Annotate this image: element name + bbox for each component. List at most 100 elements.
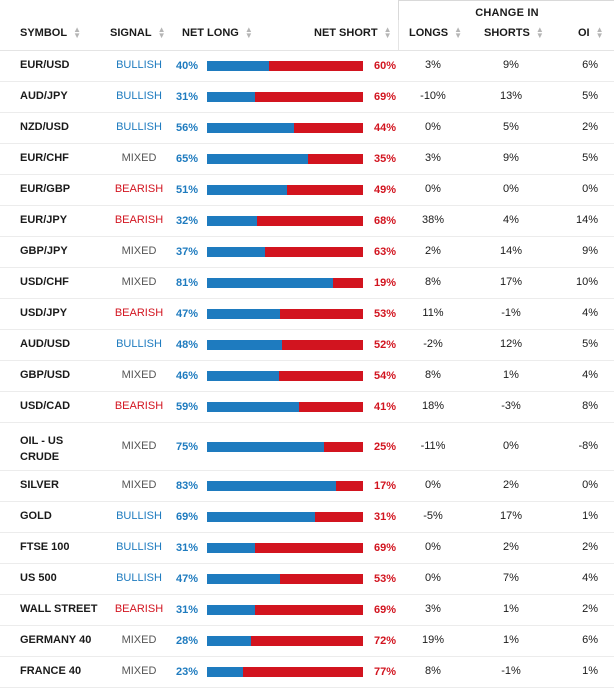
table-row[interactable]: US 500 BULLISH 47% 53% 0% 7% 4%	[0, 564, 614, 595]
table-row[interactable]: EUR/CHF MIXED 65% 35% 3% 9% 5%	[0, 144, 614, 175]
net-short-header-label: NET SHORT	[314, 27, 378, 39]
symbol-cell[interactable]: USD/JPY	[20, 307, 68, 319]
net-long-bar-fill	[207, 247, 265, 257]
symbol-cell[interactable]: GOLD	[20, 510, 52, 522]
table-row[interactable]: GBP/JPY MIXED 37% 63% 2% 14% 9%	[0, 237, 614, 268]
net-short-value: 31%	[374, 511, 397, 523]
sort-icon: ▲ ▼	[157, 25, 166, 41]
table-row[interactable]: EUR/GBP BEARISH 51% 49% 0% 0% 0%	[0, 175, 614, 206]
symbol-cell[interactable]: GBP/JPY	[20, 245, 68, 257]
net-long-value: 51%	[176, 184, 199, 196]
shorts-change-cell: 17%	[499, 510, 523, 522]
oi-change-cell: 2%	[582, 121, 598, 133]
net-short-value: 69%	[374, 542, 397, 554]
net-short-value: 69%	[374, 91, 397, 103]
signal-header-label: SIGNAL	[110, 27, 152, 39]
net-long-value: 47%	[176, 308, 199, 320]
signal-cell: MIXED	[121, 440, 157, 452]
signal-column-header[interactable]: SIGNAL ▲ ▼	[110, 25, 166, 41]
symbol-cell[interactable]: AUD/JPY	[20, 90, 68, 102]
net-short-value: 54%	[374, 370, 397, 382]
symbol-cell[interactable]: SILVER	[20, 479, 59, 491]
symbol-cell[interactable]: USD/CHF	[20, 276, 69, 288]
symbol-cell[interactable]: NZD/USD	[20, 121, 69, 133]
signal-cell: BEARISH	[114, 307, 164, 319]
symbol-cell[interactable]: FRANCE 40	[20, 665, 82, 677]
symbol-cell[interactable]: WALL STREET	[20, 603, 98, 615]
oi-change-cell: 1%	[582, 665, 598, 677]
table-row[interactable]: WALL STREET BEARISH 31% 69% 3% 1% 2%	[0, 595, 614, 626]
symbol-cell[interactable]: EUR/JPY	[20, 214, 68, 226]
symbol-cell[interactable]: OIL - US CRUDE	[20, 435, 64, 463]
longs-column-header[interactable]: LONGS ▲ ▼	[409, 26, 462, 40]
oi-change-cell: -8%	[578, 440, 598, 452]
shorts-change-cell: 14%	[499, 245, 523, 257]
sort-icon: ▲ ▼	[535, 25, 544, 41]
signal-cell: BULLISH	[116, 510, 162, 522]
net-long-column-header[interactable]: NET LONG ▲ ▼	[182, 25, 253, 41]
net-long-value: 56%	[176, 122, 199, 134]
table-row[interactable]: FTSE 100 BULLISH 31% 69% 0% 2% 2%	[0, 533, 614, 564]
signal-cell: BULLISH	[116, 338, 162, 350]
sentiment-bar	[207, 216, 363, 226]
longs-change-cell: 0%	[425, 183, 441, 195]
sentiment-bar	[207, 481, 363, 491]
symbol-cell[interactable]: EUR/USD	[20, 59, 70, 71]
longs-change-cell: 8%	[425, 665, 441, 677]
table-row[interactable]: GERMANY 40 MIXED 28% 72% 19% 1% 6%	[0, 626, 614, 657]
oi-header-label: OI	[578, 27, 590, 39]
net-long-value: 23%	[176, 666, 199, 678]
table-row[interactable]: EUR/JPY BEARISH 32% 68% 38% 4% 14%	[0, 206, 614, 237]
net-long-header-label: NET LONG	[182, 27, 239, 39]
shorts-change-cell: 12%	[499, 338, 523, 350]
sort-icon: ▲ ▼	[244, 25, 253, 41]
oi-change-cell: 5%	[582, 338, 598, 350]
shorts-header-label: SHORTS	[484, 27, 530, 39]
shorts-change-cell: 2%	[503, 479, 519, 491]
net-long-value: 31%	[176, 542, 199, 554]
signal-cell: MIXED	[121, 479, 157, 491]
sentiment-bar	[207, 543, 363, 553]
table-row[interactable]: EUR/USD BULLISH 40% 60% 3% 9% 6%	[0, 51, 614, 82]
net-short-value: 44%	[374, 122, 397, 134]
oi-column-header[interactable]: OI ▲ ▼	[578, 26, 604, 40]
longs-change-cell: 0%	[425, 121, 441, 133]
symbol-cell[interactable]: AUD/USD	[20, 338, 71, 350]
shorts-column-header[interactable]: SHORTS ▲ ▼	[484, 25, 544, 41]
net-short-value: 53%	[374, 573, 397, 585]
symbol-cell[interactable]: GBP/USD	[20, 369, 71, 381]
shorts-change-cell: 13%	[499, 90, 523, 102]
symbol-column-header[interactable]: SYMBOL ▲ ▼	[20, 26, 81, 40]
table-row[interactable]: GOLD BULLISH 69% 31% -5% 17% 1%	[0, 502, 614, 533]
signal-cell: MIXED	[121, 665, 157, 677]
table-row[interactable]: USD/CHF MIXED 81% 19% 8% 17% 10%	[0, 268, 614, 299]
oi-change-cell: 14%	[575, 214, 598, 226]
table-row[interactable]: SILVER MIXED 83% 17% 0% 2% 0%	[0, 471, 614, 502]
table-row[interactable]: NZD/USD BULLISH 56% 44% 0% 5% 2%	[0, 113, 614, 144]
table-row[interactable]: GBP/USD MIXED 46% 54% 8% 1% 4%	[0, 361, 614, 392]
net-long-value: 46%	[176, 370, 199, 382]
sort-icon: ▲ ▼	[383, 25, 392, 41]
symbol-cell[interactable]: EUR/CHF	[20, 152, 69, 164]
net-short-value: 53%	[374, 308, 397, 320]
table-row[interactable]: AUD/USD BULLISH 48% 52% -2% 12% 5%	[0, 330, 614, 361]
table-row[interactable]: OIL - US CRUDE MIXED 75% 25% -11% 0% -8%	[0, 423, 614, 471]
net-long-bar-fill	[207, 667, 243, 677]
symbol-cell[interactable]: EUR/GBP	[20, 183, 71, 195]
net-short-column-header[interactable]: NET SHORT ▲ ▼	[314, 25, 392, 41]
shorts-change-cell: 0%	[503, 183, 519, 195]
oi-change-cell: 1%	[582, 510, 598, 522]
symbol-cell[interactable]: GERMANY 40	[20, 634, 92, 646]
oi-change-cell: 2%	[582, 541, 598, 553]
symbol-cell[interactable]: USD/CAD	[20, 400, 71, 412]
net-short-value: 17%	[374, 480, 397, 492]
table-row[interactable]: AUD/JPY BULLISH 31% 69% -10% 13% 5%	[0, 82, 614, 113]
shorts-change-cell: 1%	[503, 603, 519, 615]
symbol-cell[interactable]: FTSE 100	[20, 541, 70, 553]
table-row[interactable]: FRANCE 40 MIXED 23% 77% 8% -1% 1%	[0, 657, 614, 688]
table-row[interactable]: USD/JPY BEARISH 47% 53% 11% -1% 4%	[0, 299, 614, 330]
shorts-change-cell: 4%	[503, 214, 519, 226]
signal-cell: MIXED	[121, 634, 157, 646]
table-row[interactable]: USD/CAD BEARISH 59% 41% 18% -3% 8%	[0, 392, 614, 423]
symbol-cell[interactable]: US 500	[20, 572, 57, 584]
